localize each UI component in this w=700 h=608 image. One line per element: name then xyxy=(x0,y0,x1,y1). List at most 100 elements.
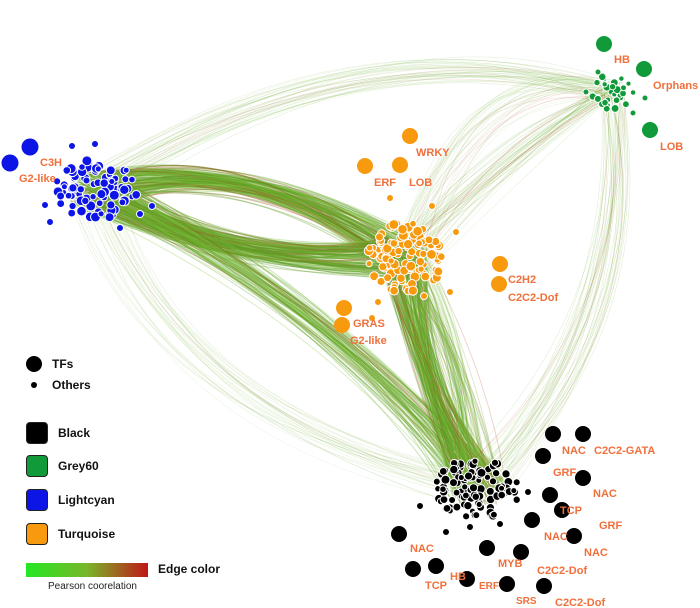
black-node xyxy=(496,520,504,528)
edge xyxy=(389,272,455,478)
edge xyxy=(416,238,482,496)
edge xyxy=(117,179,474,482)
turquoise-node xyxy=(382,243,393,254)
edge xyxy=(110,195,505,490)
edge xyxy=(103,178,425,252)
network-nodes xyxy=(1,36,658,594)
edge xyxy=(419,259,497,478)
turquoise-node xyxy=(426,249,437,260)
edge xyxy=(87,178,403,241)
edge xyxy=(402,273,470,481)
edge xyxy=(107,182,404,275)
edge xyxy=(101,80,624,192)
turquoise-node xyxy=(405,260,417,272)
edge xyxy=(119,164,404,277)
label-c2c2-dof-orange: C2C2-Dof xyxy=(508,292,558,304)
turquoise-node xyxy=(389,239,399,248)
edge xyxy=(459,96,621,503)
edge xyxy=(87,170,394,240)
edge xyxy=(94,70,615,205)
black-node xyxy=(471,457,479,465)
edge xyxy=(110,175,397,252)
legend-module-label: Turquoise xyxy=(58,527,116,541)
edge xyxy=(119,181,384,274)
edge xyxy=(423,96,610,273)
edge-color-title: Edge color xyxy=(158,562,221,576)
edge xyxy=(72,194,489,503)
edge xyxy=(97,190,407,270)
edge xyxy=(99,166,395,245)
edge xyxy=(117,185,394,257)
edge xyxy=(108,183,410,259)
edge xyxy=(73,171,390,259)
edge xyxy=(89,202,471,490)
lightcyan-node xyxy=(95,199,104,208)
lightcyan-node xyxy=(67,208,77,218)
lightcyan-node xyxy=(97,210,105,218)
edge xyxy=(399,91,603,240)
turquoise-node xyxy=(397,224,408,235)
edge xyxy=(103,182,454,476)
edge xyxy=(87,170,395,275)
edge xyxy=(99,193,480,497)
edge xyxy=(482,99,624,484)
edge xyxy=(112,196,464,491)
label-c2h2: C2H2 xyxy=(508,274,536,286)
edge xyxy=(388,275,484,474)
edge xyxy=(408,90,605,258)
edge xyxy=(87,63,612,186)
edge xyxy=(118,205,459,476)
edge xyxy=(111,177,415,261)
edge xyxy=(460,89,607,503)
turquoise-node xyxy=(383,273,393,283)
edge xyxy=(78,171,402,276)
label-wrky: WRKY xyxy=(416,147,450,159)
edge xyxy=(410,97,607,248)
edge xyxy=(73,194,493,494)
label-grf-2: GRF xyxy=(599,520,623,532)
edge xyxy=(98,174,388,248)
lightcyan-node xyxy=(105,165,116,176)
edge xyxy=(85,75,612,176)
edge xyxy=(94,205,390,259)
black-tf-node xyxy=(554,502,570,518)
turquoise-tf-node xyxy=(392,157,408,173)
edge xyxy=(103,190,505,487)
edge xyxy=(423,252,476,483)
edge xyxy=(90,188,474,493)
label-orphans: Orphans xyxy=(653,80,698,92)
black-tf-node xyxy=(535,448,551,464)
label-srs: SRS xyxy=(516,596,537,607)
black-node xyxy=(476,467,487,478)
lightcyan-node xyxy=(62,166,72,175)
edge xyxy=(82,196,401,254)
edge xyxy=(469,84,614,495)
gradient-caption: Pearson coorelation xyxy=(48,581,137,592)
lightcyan-node xyxy=(76,205,87,217)
grey60-node xyxy=(593,78,601,87)
green-swatch-icon xyxy=(26,455,48,477)
edge xyxy=(465,91,616,488)
edge xyxy=(410,78,600,248)
turquoise-node xyxy=(374,298,382,306)
edge xyxy=(116,180,423,272)
turquoise-node xyxy=(446,288,454,296)
turquoise-node xyxy=(452,228,460,236)
edge xyxy=(397,84,605,262)
legend-tfs: TFs xyxy=(26,356,73,372)
edge xyxy=(88,190,395,277)
edge xyxy=(406,277,475,477)
edge xyxy=(103,172,416,244)
edge xyxy=(392,75,600,263)
edge xyxy=(94,179,388,248)
black-node xyxy=(461,491,470,500)
edge xyxy=(95,184,392,251)
edge xyxy=(91,199,390,278)
lightcyan-node xyxy=(56,199,66,209)
turquoise-tf-node xyxy=(334,317,350,333)
edge xyxy=(91,80,600,192)
edge xyxy=(456,98,622,475)
edge xyxy=(95,186,479,494)
edge xyxy=(85,195,406,275)
edge xyxy=(69,170,411,243)
